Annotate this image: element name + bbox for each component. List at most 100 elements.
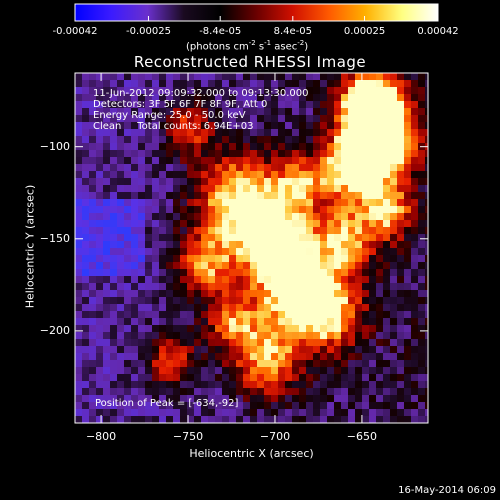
heatmap-pixel xyxy=(327,94,335,102)
heatmap-pixel xyxy=(89,129,97,137)
heatmap-pixel xyxy=(96,87,104,95)
heatmap-pixel xyxy=(89,150,97,158)
heatmap-pixel xyxy=(131,367,139,375)
heatmap-pixel xyxy=(334,178,342,186)
heatmap-pixel xyxy=(201,416,209,423)
heatmap-pixel xyxy=(278,367,286,375)
heatmap-pixel xyxy=(103,416,111,423)
heatmap-pixel xyxy=(292,276,300,284)
heatmap-pixel xyxy=(362,297,370,305)
heatmap-pixel xyxy=(369,129,377,137)
heatmap-pixel xyxy=(166,143,174,151)
heatmap-pixel xyxy=(208,199,216,207)
heatmap-pixel xyxy=(103,304,111,312)
heatmap-pixel xyxy=(411,248,419,256)
heatmap-pixel xyxy=(208,234,216,242)
heatmap-pixel xyxy=(411,143,419,151)
heatmap-pixel xyxy=(292,80,300,88)
heatmap-pixel xyxy=(306,304,314,312)
heatmap-pixel xyxy=(173,178,181,186)
heatmap-pixel xyxy=(166,381,174,389)
heatmap-pixel xyxy=(285,199,293,207)
heatmap-pixel xyxy=(292,262,300,270)
heatmap-pixel xyxy=(327,409,335,417)
heatmap-pixel xyxy=(159,395,167,403)
heatmap-pixel xyxy=(194,325,202,333)
heatmap-pixel xyxy=(222,360,230,368)
heatmap-pixel xyxy=(117,206,125,214)
heatmap-pixel xyxy=(229,220,237,228)
heatmap-pixel xyxy=(306,402,314,410)
heatmap-pixel xyxy=(264,227,272,235)
heatmap-pixel xyxy=(404,87,412,95)
heatmap-pixel xyxy=(292,346,300,354)
heatmap-pixel xyxy=(320,290,328,298)
heatmap-pixel xyxy=(194,185,202,193)
heatmap-pixel xyxy=(348,409,356,417)
heatmap-pixel xyxy=(117,374,125,382)
heatmap-pixel xyxy=(404,122,412,130)
heatmap-pixel xyxy=(117,80,125,88)
heatmap-pixel xyxy=(285,192,293,200)
heatmap-pixel xyxy=(292,115,300,123)
heatmap-pixel xyxy=(96,269,104,277)
heatmap-pixel xyxy=(187,311,195,319)
heatmap-pixel xyxy=(411,290,419,298)
heatmap-pixel xyxy=(229,192,237,200)
heatmap-pixel xyxy=(96,164,104,172)
heatmap-pixel xyxy=(327,164,335,172)
heatmap-pixel xyxy=(299,304,307,312)
heatmap-pixel xyxy=(362,185,370,193)
heatmap-pixel xyxy=(369,283,377,291)
heatmap-pixel xyxy=(194,311,202,319)
heatmap-pixel xyxy=(194,73,202,81)
heatmap-pixel xyxy=(82,283,90,291)
heatmap-pixel xyxy=(103,220,111,228)
heatmap-pixel xyxy=(138,395,146,403)
heatmap-pixel xyxy=(208,374,216,382)
heatmap-pixel xyxy=(229,213,237,221)
heatmap-pixel xyxy=(117,353,125,361)
heatmap-pixel xyxy=(173,80,181,88)
heatmap-pixel xyxy=(250,346,258,354)
heatmap-pixel xyxy=(208,409,216,417)
heatmap-pixel xyxy=(236,374,244,382)
heatmap-pixel xyxy=(152,87,160,95)
heatmap-pixel xyxy=(243,129,251,137)
heatmap-pixel xyxy=(82,248,90,256)
heatmap-pixel xyxy=(187,395,195,403)
heatmap-pixel xyxy=(145,381,153,389)
heatmap-pixel xyxy=(271,241,279,249)
heatmap-pixel xyxy=(404,248,412,256)
heatmap-pixel xyxy=(250,255,258,263)
heatmap-pixel xyxy=(418,374,426,382)
heatmap-pixel xyxy=(159,318,167,326)
heatmap-pixel xyxy=(222,122,230,130)
heatmap-pixel xyxy=(334,290,342,298)
heatmap-pixel xyxy=(229,143,237,151)
heatmap-pixel xyxy=(257,381,265,389)
heatmap-pixel xyxy=(334,381,342,389)
heatmap-pixel xyxy=(264,192,272,200)
heatmap-pixel xyxy=(166,262,174,270)
heatmap-pixel xyxy=(82,255,90,263)
heatmap-pixel xyxy=(299,171,307,179)
heatmap-pixel xyxy=(341,171,349,179)
heatmap-pixel xyxy=(187,171,195,179)
heatmap-pixel xyxy=(131,339,139,347)
heatmap-pixel xyxy=(411,192,419,200)
heatmap-pixel xyxy=(355,171,363,179)
heatmap-pixel xyxy=(369,339,377,347)
heatmap-pixel xyxy=(376,129,384,137)
heatmap-pixel xyxy=(82,311,90,319)
heatmap-pixel xyxy=(355,395,363,403)
heatmap-pixel xyxy=(425,290,428,298)
heatmap-pixel xyxy=(124,101,132,109)
heatmap-pixel xyxy=(173,227,181,235)
heatmap-pixel xyxy=(355,178,363,186)
heatmap-pixel xyxy=(243,185,251,193)
heatmap-pixel xyxy=(166,94,174,102)
heatmap-pixel xyxy=(292,367,300,375)
heatmap-pixel xyxy=(215,283,223,291)
heatmap-pixel xyxy=(257,178,265,186)
